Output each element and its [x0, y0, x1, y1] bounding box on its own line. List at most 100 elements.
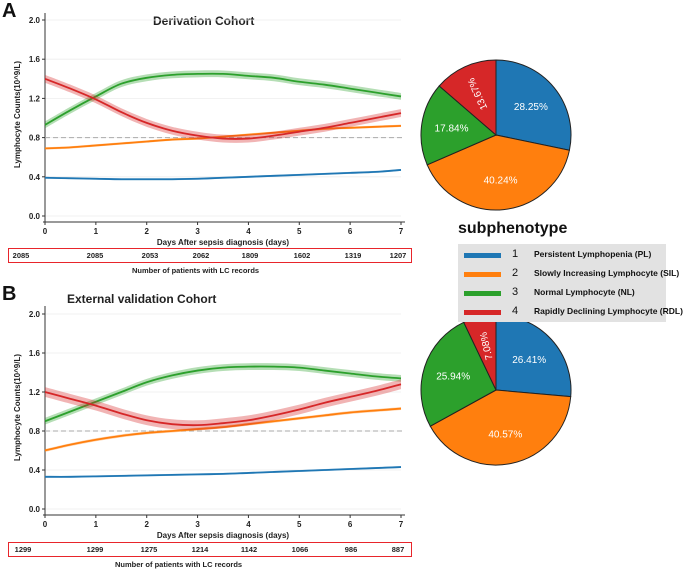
panel-letter-b: B: [2, 283, 17, 305]
panel-title-validation: External validation Cohort: [67, 292, 217, 306]
panel-letter-a: A: [2, 0, 17, 22]
count-cell: 1275: [140, 545, 158, 554]
y-tick-label: 2.0: [29, 16, 41, 25]
x-tick-label: 2: [144, 520, 149, 529]
count-caption-validation: Number of patients with LC records: [115, 560, 243, 569]
y-axis-label: Lymphocyte Counts(10^9/L): [13, 61, 22, 168]
confidence-band-sil: [45, 407, 401, 452]
count-cell: 2085: [12, 251, 30, 260]
x-tick-label: 0: [43, 520, 48, 529]
patient-count-box-validation: 1299 1299 1275 1214 1142 1066 986 887: [8, 542, 412, 557]
y-tick-label: 0.0: [29, 505, 41, 514]
pie-slice-nl: [420, 85, 497, 166]
pie-label: 28.25%: [514, 102, 548, 113]
x-tick-label: 6: [348, 520, 353, 529]
pie-label: 40.57%: [488, 430, 522, 441]
x-tick-label: 3: [195, 520, 200, 529]
count-cell: 2053: [141, 251, 159, 260]
y-tick-label: 0.4: [29, 173, 41, 182]
count-cell: 1299: [86, 545, 104, 554]
x-tick-label: 4: [246, 520, 251, 529]
legend-item-sil: 2 Slowly Increasing Lymphocyte (SIL): [458, 265, 679, 283]
pie-label: 17.84%: [435, 124, 469, 135]
patient-count-box-derivation: 2085 2085 2053 2062 1809 1602 1319 1207: [8, 248, 412, 263]
y-tick-label: 0.0: [29, 212, 41, 221]
y-tick-label: 2.0: [29, 310, 41, 319]
x-tick-label: 7: [399, 227, 404, 236]
legend-number: 2: [512, 267, 519, 279]
x-tick-label: 1: [94, 227, 99, 236]
pie-slice-sil: [429, 389, 572, 466]
legend-item-rdl: 4 Rapidly Declining Lymphocyte (RDL): [458, 303, 683, 321]
x-tick-label: 5: [297, 520, 302, 529]
x-tick-label: 4: [246, 227, 251, 236]
x-tick-label: 6: [348, 227, 353, 236]
y-tick-label: 0.4: [29, 466, 41, 475]
count-caption-derivation: Number of patients with LC records: [132, 266, 260, 275]
legend-item-nl: 3 Normal Lymphocyte (NL): [458, 284, 666, 302]
legend-item-pl: 1 Persistent Lymphopenia (PL): [458, 246, 666, 264]
y-tick-label: 1.2: [29, 94, 41, 103]
x-tick-label: 3: [195, 227, 200, 236]
legend-number: 4: [512, 305, 519, 317]
legend-label: Rapidly Declining Lymphocyte (RDL): [534, 306, 683, 316]
pie-label: 25.94%: [436, 372, 470, 383]
count-cell: 1066: [291, 545, 309, 554]
count-cell: 1207: [389, 251, 407, 260]
count-cell: 2085: [86, 251, 104, 260]
pie-slice-rdl: [438, 59, 497, 137]
legend-swatch-pl: [464, 253, 501, 258]
count-cell: 1809: [241, 251, 259, 260]
pie-label: 40.24%: [484, 175, 518, 186]
legend-label: Slowly Increasing Lymphocyte (SIL): [534, 268, 680, 278]
x-tick-label: 0: [43, 227, 48, 236]
series-line-rdl: [44, 383, 402, 427]
legend-label: Normal Lymphocyte (NL): [534, 287, 635, 297]
pie-slice-nl: [420, 321, 497, 427]
count-cell: 1299: [14, 545, 32, 554]
count-cell: 986: [344, 545, 358, 554]
legend-number: 3: [512, 286, 519, 298]
y-tick-label: 1.6: [29, 349, 41, 358]
count-cell: 1602: [293, 251, 311, 260]
x-tick-label: 1: [94, 520, 99, 529]
x-tick-label: 7: [399, 520, 404, 529]
count-cell: 1319: [344, 251, 362, 260]
series-line-rdl: [44, 77, 402, 140]
count-cell: 2062: [192, 251, 210, 260]
y-tick-label: 1.6: [29, 55, 41, 64]
legend-number: 1: [512, 248, 519, 260]
count-cell: 1214: [191, 545, 209, 554]
count-cell: 887: [391, 545, 405, 554]
x-tick-label: 2: [144, 227, 149, 236]
series-line-sil: [44, 124, 402, 150]
y-tick-label: 0.8: [29, 134, 41, 143]
legend-label: Persistent Lymphopenia (PL): [534, 249, 652, 259]
legend: 1 Persistent Lymphopenia (PL) 2 Slowly I…: [458, 244, 683, 322]
legend-swatch-nl: [464, 291, 501, 296]
legend-title: subphenotype: [458, 220, 568, 237]
pie-slice-pl: [495, 59, 572, 151]
series-line-nl: [44, 365, 402, 423]
count-cell: 1142: [240, 545, 258, 554]
legend-swatch-sil: [464, 272, 501, 277]
x-axis-label: Days After sepsis diagnosis (days): [157, 531, 290, 540]
series-line-sil: [44, 407, 402, 452]
x-tick-label: 5: [297, 227, 302, 236]
series-line-pl: [44, 169, 402, 181]
x-axis-label: Days After sepsis diagnosis (days): [157, 238, 290, 247]
series-line-nl: [44, 72, 402, 126]
legend-swatch-rdl: [464, 310, 501, 315]
panel-title-derivation: Derivation Cohort: [153, 14, 255, 28]
y-tick-label: 1.2: [29, 388, 41, 397]
pie-label: 26.41%: [512, 355, 546, 366]
y-axis-label: Lymphocyte Counts(10^9/L): [13, 354, 22, 461]
pie-slice-sil: [426, 134, 571, 211]
series-line-pl: [44, 466, 402, 478]
confidence-band-nl: [45, 70, 401, 129]
y-tick-label: 0.8: [29, 427, 41, 436]
